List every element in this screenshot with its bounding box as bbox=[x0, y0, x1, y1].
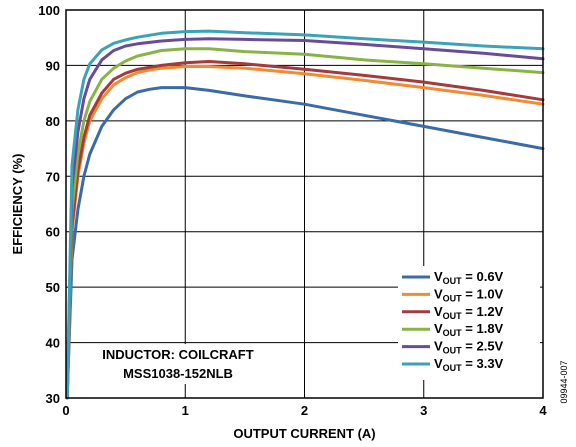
legend-background bbox=[398, 266, 540, 380]
series-line-4 bbox=[65, 47, 545, 400]
x-tick-label: 3 bbox=[420, 403, 427, 418]
legend-label-3: VOUT = 1.2V bbox=[434, 304, 504, 321]
y-tick-label: 50 bbox=[46, 280, 60, 295]
series-line-6 bbox=[65, 29, 545, 400]
series-layer bbox=[65, 29, 545, 400]
legend-label-1: VOUT = 0.6V bbox=[434, 269, 504, 286]
inductor-annotation-line-2: MSS1038-152NLB bbox=[123, 366, 233, 381]
y-tick-label: 70 bbox=[46, 169, 60, 184]
series-line-5 bbox=[65, 37, 545, 400]
legend-label-6: VOUT = 3.3V bbox=[434, 356, 504, 373]
inductor-annotation-line-1: INDUCTOR: COILCRAFT bbox=[102, 347, 253, 362]
y-tick-label: 40 bbox=[46, 336, 60, 351]
y-tick-label: 80 bbox=[46, 114, 60, 129]
y-axis-label: EFFICIENCY (%) bbox=[10, 154, 25, 255]
y-tick-label: 30 bbox=[46, 391, 60, 406]
y-tick-label: 60 bbox=[46, 225, 60, 240]
legend-label-2: VOUT = 1.0V bbox=[434, 286, 504, 303]
y-tick-label: 100 bbox=[38, 3, 60, 18]
x-axis-label: OUTPUT CURRENT (A) bbox=[233, 426, 375, 441]
plot-frame bbox=[65, 9, 544, 399]
tick-labels: 0 1 2 3 4 30 40 50 60 70 80 90 100 bbox=[38, 3, 547, 418]
series-line-1 bbox=[65, 86, 545, 400]
x-tick-label: 0 bbox=[62, 403, 69, 418]
legend-label-5: VOUT = 2.5V bbox=[434, 339, 504, 356]
figure-id: 09944-007 bbox=[559, 360, 569, 403]
annotation-background bbox=[92, 344, 264, 384]
x-tick-label: 2 bbox=[301, 403, 308, 418]
y-tick-label: 90 bbox=[46, 58, 60, 73]
legend-label-4: VOUT = 1.8V bbox=[434, 321, 504, 338]
x-tick-label: 4 bbox=[539, 403, 547, 418]
x-tick-label: 1 bbox=[182, 403, 189, 418]
series-line-3 bbox=[65, 60, 545, 400]
